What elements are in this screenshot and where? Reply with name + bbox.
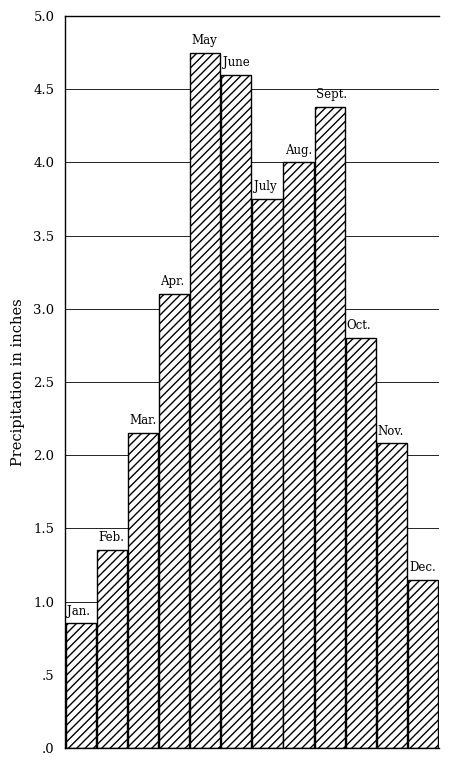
Text: Mar.: Mar.: [130, 414, 157, 427]
Text: Aug.: Aug.: [285, 143, 312, 156]
Bar: [377, 443, 407, 748]
Text: Oct.: Oct.: [347, 319, 371, 332]
Bar: [97, 550, 127, 748]
Y-axis label: Precipitation in inches: Precipitation in inches: [11, 298, 25, 466]
Bar: [408, 580, 438, 748]
Bar: [315, 107, 345, 748]
Text: Apr.: Apr.: [161, 275, 185, 288]
Bar: [159, 295, 189, 748]
Bar: [252, 199, 283, 748]
Bar: [346, 338, 376, 748]
Text: Sept.: Sept.: [316, 88, 347, 101]
Text: Jan.: Jan.: [68, 604, 90, 617]
Text: June: June: [223, 56, 249, 69]
Text: May: May: [192, 34, 217, 47]
Text: Nov.: Nov.: [378, 425, 404, 438]
Bar: [66, 624, 96, 748]
Bar: [284, 163, 314, 748]
Bar: [190, 53, 220, 748]
Text: Feb.: Feb.: [99, 532, 124, 545]
Bar: [128, 433, 158, 748]
Bar: [221, 74, 252, 748]
Text: Dec.: Dec.: [409, 561, 436, 574]
Text: July: July: [254, 180, 276, 193]
